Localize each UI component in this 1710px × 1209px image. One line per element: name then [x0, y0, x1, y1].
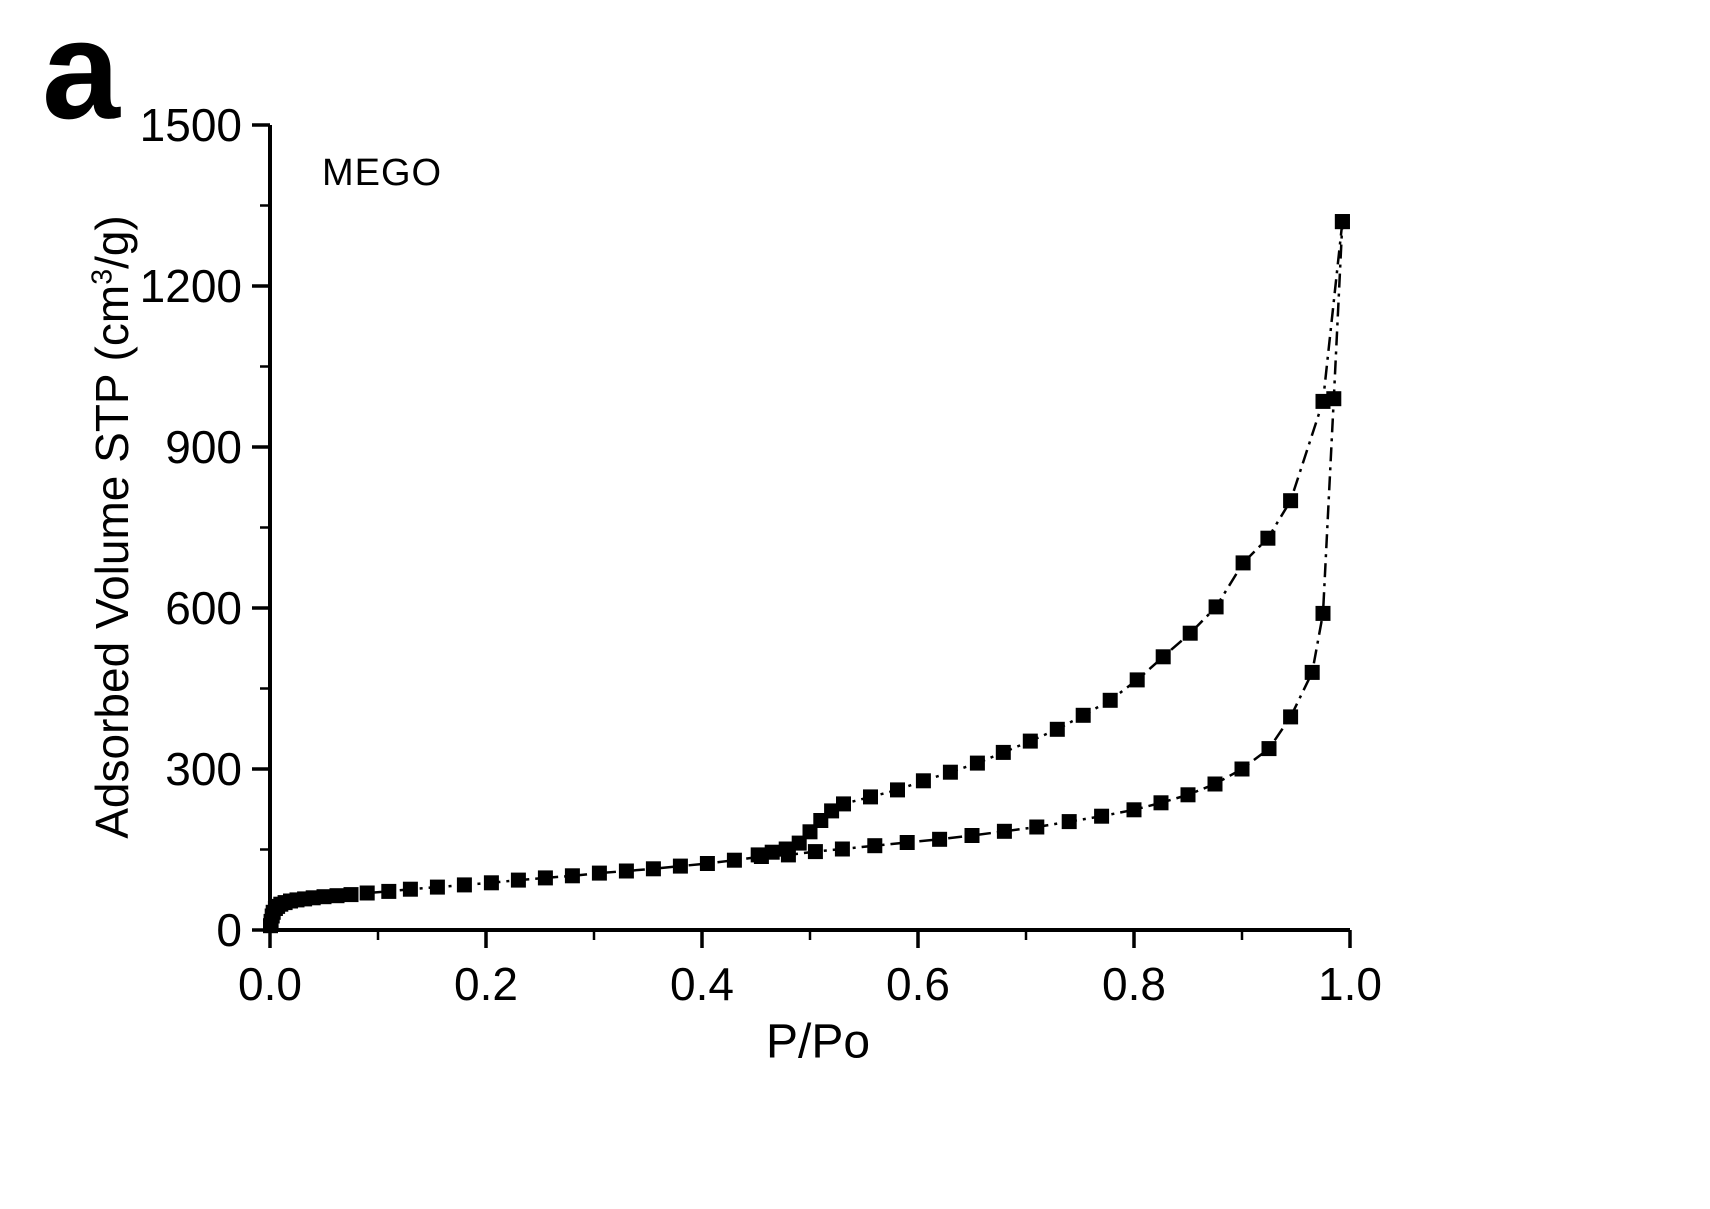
data-point-marker [996, 823, 1012, 839]
adsorption-line [269, 221, 1344, 926]
x-tick-label: 0.2 [454, 958, 518, 1010]
desorption-series [750, 214, 1350, 863]
sample-label: MEGO [322, 152, 443, 194]
data-point-marker [890, 782, 905, 798]
data-point-marker [1182, 625, 1198, 641]
y-axis-title: Adsorbed Volume STP (cm3/g) [85, 215, 139, 839]
data-point-marker [932, 831, 948, 847]
data-point-marker [836, 796, 851, 812]
data-point-marker [1102, 692, 1118, 708]
y-tick-label: 300 [165, 743, 242, 795]
data-point-marker [1153, 795, 1169, 811]
data-point-marker [316, 889, 332, 905]
x-tick-label: 0.6 [886, 958, 950, 1010]
data-point-marker [483, 875, 499, 891]
y-tick-label: 900 [165, 421, 242, 473]
data-point-marker [618, 863, 634, 879]
data-point-marker [510, 872, 526, 888]
data-point-marker [343, 887, 359, 903]
data-point-marker [591, 865, 607, 881]
data-point-marker [1334, 214, 1350, 230]
data-point-marker [813, 813, 829, 828]
data-point-marker [1260, 530, 1276, 546]
data-point-marker [429, 879, 445, 895]
data-point-marker [867, 838, 883, 854]
data-point-marker [915, 773, 931, 789]
data-point-marker [359, 885, 375, 901]
data-point-marker [564, 868, 580, 884]
data-point-marker [791, 835, 807, 851]
data-point-marker [899, 835, 915, 850]
y-axis-title-sup: 3 [86, 268, 119, 285]
data-point-marker [1315, 393, 1331, 409]
data-point-marker [802, 824, 818, 840]
data-point-marker [1075, 707, 1091, 723]
data-point-marker [1029, 819, 1045, 835]
data-point-marker [726, 852, 742, 868]
data-point-marker [645, 861, 661, 877]
data-point-marker [1283, 493, 1299, 509]
data-point-marker [672, 858, 688, 874]
data-point-marker [1155, 649, 1171, 665]
panel-letter: a [42, 0, 120, 148]
data-point-marker [402, 881, 418, 897]
data-point-marker [1022, 733, 1038, 749]
data-point-marker [764, 844, 780, 860]
data-point-marker [456, 877, 472, 893]
data-point-marker [1129, 672, 1145, 688]
x-tick-label: 0.4 [670, 958, 734, 1010]
y-tick-label: 1500 [140, 99, 242, 151]
data-point-marker [699, 856, 715, 871]
data-point-marker [964, 828, 980, 843]
x-tick-label: 0.0 [238, 958, 302, 1010]
y-axis-title-post: /g) [86, 215, 138, 269]
x-axis-title: P/Po [765, 1015, 871, 1069]
data-point-marker [778, 841, 794, 857]
data-point-marker [1283, 709, 1299, 725]
data-point-marker [863, 789, 878, 805]
data-point-marker [1234, 761, 1250, 777]
data-point-marker [329, 888, 345, 904]
data-point-marker [1061, 814, 1077, 830]
data-point-marker [995, 744, 1011, 760]
y-tick-label: 600 [165, 582, 242, 634]
data-point-marker [834, 841, 850, 857]
data-point-marker [537, 870, 553, 886]
data-point-marker [1261, 741, 1277, 757]
data-point-marker [1315, 605, 1331, 621]
x-tick-label: 0.8 [1102, 958, 1166, 1010]
data-point-marker [1235, 555, 1251, 571]
data-point-marker [1180, 787, 1196, 803]
y-tick-label: 0 [216, 904, 242, 956]
data-point-marker [1304, 664, 1320, 680]
y-tick-label: 1200 [140, 260, 242, 312]
data-point-marker [942, 764, 958, 780]
data-point-marker [807, 844, 823, 860]
data-point-marker [1094, 808, 1110, 824]
data-point-marker [750, 847, 766, 863]
data-point-marker [381, 883, 397, 899]
x-tick-label: 1.0 [1318, 958, 1382, 1010]
data-point-marker [969, 755, 985, 771]
data-point-marker [1208, 599, 1224, 615]
data-point-marker [1126, 802, 1142, 818]
data-point-marker [1207, 776, 1223, 792]
data-point-marker [1049, 721, 1065, 737]
y-axis-title-pre: Adsorbed Volume STP (cm [86, 284, 138, 839]
